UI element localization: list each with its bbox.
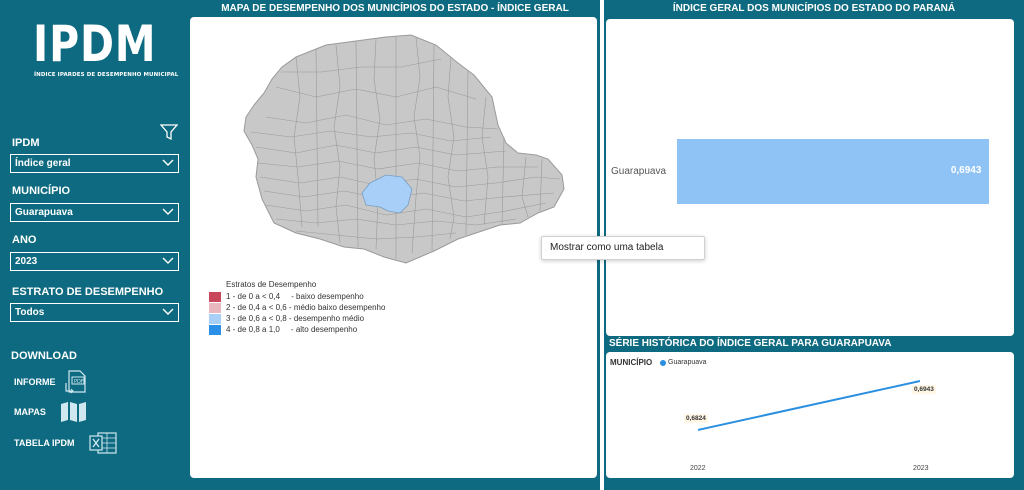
- bar-panel-title: ÍNDICE GERAL DOS MUNICÍPIOS DO ESTADO DO…: [672, 3, 956, 14]
- sidebar: IPDM ÍNDICE IPARDES DE DESEMPENHO MUNICI…: [0, 0, 190, 490]
- legend-label: 3 - de 0,6 a < 0,8 - desempenho médio: [226, 314, 365, 323]
- legend-item: 1 - de 0 a < 0,4 - baixo desempenho: [209, 292, 364, 302]
- download-informe[interactable]: INFORME: [14, 377, 56, 387]
- filter-icon[interactable]: [160, 123, 178, 141]
- series-legend-name: Guarapuava: [668, 359, 707, 366]
- pdf-icon[interactable]: PDF: [63, 369, 89, 395]
- legend-title: Estratos de Desempenho: [226, 280, 317, 289]
- excel-icon[interactable]: [89, 430, 118, 456]
- ipdm-select[interactable]: Índice geral: [10, 154, 179, 173]
- download-title: DOWNLOAD: [11, 350, 77, 362]
- legend-item: 3 - de 0,6 a < 0,8 - desempenho médio: [209, 314, 364, 324]
- series-data-label: 0,6824: [684, 413, 708, 423]
- legend-swatch: [209, 314, 221, 324]
- series-card: [606, 352, 1014, 478]
- download-mapas[interactable]: MAPAS: [14, 407, 46, 417]
- series-legend-title: MUNICÍPIO: [610, 358, 653, 367]
- logo-subtitle: ÍNDICE IPARDES DE DESEMPENHO MUNICIPAL: [34, 72, 179, 78]
- legend-swatch: [209, 325, 221, 335]
- municipio-label: MUNICÍPIO: [12, 185, 71, 197]
- bar-category-label: Guarapuava: [611, 166, 667, 177]
- legend-item: 4 - de 0,8 a 1,0 - alto desempenho: [209, 325, 357, 335]
- logo-title: IPDM: [33, 15, 157, 73]
- legend-label: 4 - de 0,8 a 1,0 - alto desempenho: [226, 325, 358, 334]
- ano-label: ANO: [12, 234, 37, 246]
- chevron-down-icon: [162, 308, 174, 315]
- bar-value-label: 0,6943: [950, 165, 982, 176]
- map-panel-title: MAPA DE DESEMPENHO DOS MUNICÍPIOS DO EST…: [221, 3, 569, 14]
- legend-label: 1 - de 0 a < 0,4 - baixo desempenho: [226, 292, 364, 301]
- download-tabela-ipdm[interactable]: TABELA IPDM: [14, 438, 75, 448]
- guarapuava-highlight[interactable]: [361, 174, 413, 214]
- series-legend-dot: [660, 360, 666, 366]
- municipio-select[interactable]: Guarapuava: [10, 203, 179, 222]
- estrato-label: ESTRATO DE DESEMPENHO: [12, 286, 164, 298]
- series-line-chart: [697, 380, 921, 431]
- legend-swatch: [209, 303, 221, 313]
- x-tick-label: 2022: [690, 465, 706, 472]
- chevron-down-icon: [162, 257, 174, 264]
- ano-select[interactable]: 2023: [10, 252, 179, 271]
- chevron-down-icon: [162, 208, 174, 215]
- x-tick-label: 2023: [913, 465, 929, 472]
- parana-map[interactable]: [236, 27, 566, 267]
- chevron-down-icon: [162, 159, 174, 166]
- legend-item: 2 - de 0,4 a < 0,6 - médio baixo desempe…: [209, 303, 385, 313]
- ano-select-value: 2023: [15, 256, 38, 267]
- series-panel-title: SÉRIE HISTÓRICA DO ÍNDICE GERAL PARA GUA…: [609, 338, 892, 349]
- ipdm-label: IPDM: [12, 137, 40, 149]
- estrato-select[interactable]: Todos: [10, 303, 179, 322]
- map-icon[interactable]: [60, 401, 87, 423]
- bar-guarapuava[interactable]: 0,6943: [677, 139, 990, 204]
- svg-text:PDF: PDF: [74, 379, 84, 385]
- estrato-select-value: Todos: [15, 307, 45, 318]
- municipality-borders: [250, 36, 561, 259]
- municipio-select-value: Guarapuava: [15, 207, 73, 218]
- legend-swatch: [209, 292, 221, 302]
- show-as-table-tooltip[interactable]: Mostrar como uma tabela: [541, 236, 705, 260]
- legend-label: 2 - de 0,4 a < 0,6 - médio baixo desempe…: [226, 303, 386, 312]
- series-data-label: 0,6943: [912, 385, 936, 395]
- ipdm-select-value: Índice geral: [15, 158, 71, 169]
- series-line[interactable]: [697, 380, 921, 431]
